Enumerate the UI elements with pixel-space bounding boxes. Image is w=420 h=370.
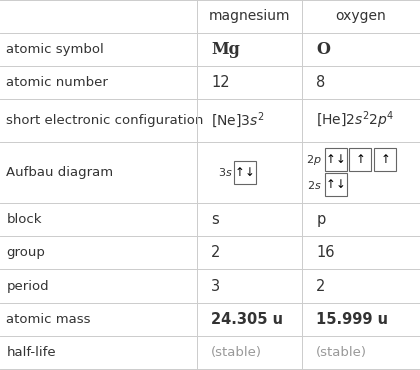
Text: Aufbau diagram: Aufbau diagram [6, 166, 113, 179]
Bar [374, 148, 396, 171]
Text: $3s$: $3s$ [218, 166, 233, 178]
Text: 16: 16 [316, 245, 335, 260]
Text: p: p [316, 212, 326, 227]
Text: ↑: ↑ [380, 153, 390, 166]
Text: block: block [6, 213, 42, 226]
Text: $\mathregular{[Ne]3}s^{2}$: $\mathregular{[Ne]3}s^{2}$ [211, 111, 265, 130]
Text: $\mathregular{[He]2}s^{2}\mathregular{2}p^{4}$: $\mathregular{[He]2}s^{2}\mathregular{2}… [316, 110, 395, 131]
Text: $2s$: $2s$ [307, 179, 321, 191]
Text: ↓: ↓ [336, 178, 345, 191]
Text: 2: 2 [316, 279, 326, 293]
Text: ↓: ↓ [336, 153, 345, 166]
Bar [325, 173, 346, 196]
Text: s: s [211, 212, 219, 227]
Text: $2p$: $2p$ [306, 153, 321, 167]
Text: ↓: ↓ [244, 166, 255, 179]
Text: ↑: ↑ [235, 166, 245, 179]
Text: 8: 8 [316, 75, 326, 90]
Text: 15.999 u: 15.999 u [316, 312, 388, 327]
Text: group: group [6, 246, 45, 259]
Text: 24.305 u: 24.305 u [211, 312, 283, 327]
Text: ↑: ↑ [326, 153, 336, 166]
Text: O: O [316, 41, 330, 58]
Text: oxygen: oxygen [336, 9, 386, 23]
Text: 2: 2 [211, 245, 220, 260]
Text: 12: 12 [211, 75, 230, 90]
Text: ↑: ↑ [326, 178, 336, 191]
Bar [325, 148, 346, 171]
Text: atomic number: atomic number [6, 76, 108, 89]
Bar [349, 148, 371, 171]
Text: (stable): (stable) [211, 346, 262, 359]
Text: Mg: Mg [211, 41, 240, 58]
Text: atomic mass: atomic mass [6, 313, 91, 326]
Text: period: period [6, 279, 49, 293]
Text: short electronic configuration: short electronic configuration [6, 114, 204, 127]
Text: (stable): (stable) [316, 346, 367, 359]
Text: atomic symbol: atomic symbol [6, 43, 104, 56]
Text: 3: 3 [211, 279, 220, 293]
Bar [234, 161, 255, 184]
Text: ↑: ↑ [355, 153, 365, 166]
Text: magnesium: magnesium [208, 9, 290, 23]
Text: half-life: half-life [6, 346, 56, 359]
